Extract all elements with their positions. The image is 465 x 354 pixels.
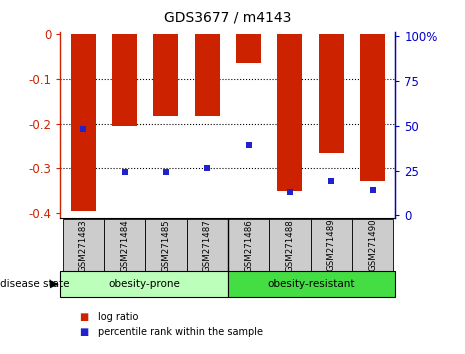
- Bar: [145, 219, 186, 271]
- Bar: [186, 219, 228, 271]
- Text: disease state: disease state: [0, 279, 69, 289]
- Text: GSM271484: GSM271484: [120, 219, 129, 272]
- Text: GDS3677 / m4143: GDS3677 / m4143: [164, 11, 292, 25]
- Text: GSM271490: GSM271490: [368, 219, 377, 272]
- Text: obesity-resistant: obesity-resistant: [268, 279, 355, 289]
- Text: obesity-prone: obesity-prone: [108, 279, 180, 289]
- Text: ■: ■: [79, 312, 88, 322]
- Text: ▶: ▶: [50, 279, 58, 289]
- Text: GSM271487: GSM271487: [203, 219, 212, 272]
- Bar: [153, 34, 178, 116]
- Bar: [278, 34, 302, 191]
- Bar: [104, 219, 145, 271]
- Text: GSM271486: GSM271486: [244, 219, 253, 272]
- Bar: [269, 219, 311, 271]
- Bar: [195, 34, 219, 116]
- Text: ■: ■: [79, 327, 88, 337]
- Bar: [360, 34, 385, 181]
- Bar: [60, 271, 228, 297]
- Text: GSM271489: GSM271489: [327, 219, 336, 272]
- Text: log ratio: log ratio: [98, 312, 138, 322]
- Text: GSM271488: GSM271488: [286, 219, 294, 272]
- Text: GSM271483: GSM271483: [79, 219, 88, 272]
- Bar: [112, 34, 137, 126]
- Bar: [71, 34, 96, 211]
- Bar: [236, 34, 261, 63]
- Bar: [319, 34, 344, 153]
- Text: GSM271485: GSM271485: [161, 219, 170, 272]
- Bar: [228, 271, 395, 297]
- Bar: [228, 219, 269, 271]
- Bar: [352, 219, 393, 271]
- Bar: [311, 219, 352, 271]
- Text: percentile rank within the sample: percentile rank within the sample: [98, 327, 263, 337]
- Bar: [62, 219, 104, 271]
